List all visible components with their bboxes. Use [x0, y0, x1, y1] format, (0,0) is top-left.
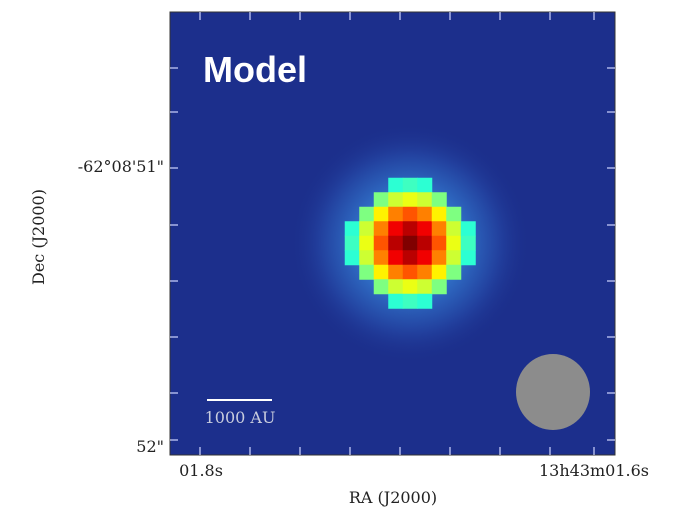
pixel [388, 178, 403, 193]
pixel [388, 221, 403, 236]
pixel [403, 221, 418, 236]
scale-bar-label: 1000 AU [205, 408, 276, 427]
pixel [432, 250, 447, 265]
pixel [388, 250, 403, 265]
pixel [417, 178, 432, 193]
pixel [388, 192, 403, 207]
y-tick-label: 52" [136, 437, 164, 456]
pixel [446, 207, 461, 222]
pixel [403, 265, 418, 280]
pixel [432, 236, 447, 251]
pixel [359, 265, 374, 280]
pixel [388, 236, 403, 251]
pixel [417, 236, 432, 251]
pixel [417, 294, 432, 309]
pixel [461, 250, 476, 265]
pixel [446, 236, 461, 251]
pixel [446, 221, 461, 236]
x-axis-label: RA (J2000) [349, 488, 437, 507]
pixel [417, 221, 432, 236]
pixel [345, 221, 360, 236]
pixel [359, 221, 374, 236]
pixel [374, 265, 389, 280]
beam [516, 354, 590, 430]
pixel [417, 250, 432, 265]
pixel [403, 294, 418, 309]
pixel [461, 221, 476, 236]
y-axis-label: Dec (J2000) [29, 189, 48, 285]
pixel [345, 250, 360, 265]
pixel [403, 207, 418, 222]
pixel [403, 250, 418, 265]
pixel [432, 265, 447, 280]
pixel [388, 294, 403, 309]
pixel [345, 236, 360, 251]
pixel [432, 279, 447, 294]
figure: Model 1000 AU -62°08'51" 52" 01.8s 13h43… [0, 0, 673, 513]
pixel [388, 265, 403, 280]
pixel [446, 265, 461, 280]
pixel [403, 192, 418, 207]
pixel [432, 192, 447, 207]
pixel [417, 192, 432, 207]
pixel [359, 250, 374, 265]
pixel [359, 207, 374, 222]
pixel [374, 192, 389, 207]
pixel [417, 265, 432, 280]
model-image [290, 123, 530, 363]
pixel [374, 221, 389, 236]
pixel [403, 279, 418, 294]
y-tick-label: -62°08'51" [78, 157, 164, 176]
pixel [388, 279, 403, 294]
pixel [374, 207, 389, 222]
page: {"panel_label": "Model", "y_axis": {"lab… [0, 0, 673, 513]
pixel [374, 236, 389, 251]
pixel [417, 279, 432, 294]
pixel [446, 250, 461, 265]
pixel [417, 207, 432, 222]
pixel [461, 236, 476, 251]
pixel [432, 221, 447, 236]
x-tick-label: 13h43m01.6s [539, 461, 649, 480]
pixel [359, 236, 374, 251]
pixel [403, 236, 418, 251]
panel-label: Model [203, 49, 307, 90]
pixel [432, 207, 447, 222]
pixel [403, 178, 418, 193]
pixel [374, 279, 389, 294]
pixel [388, 207, 403, 222]
pixel [374, 250, 389, 265]
x-tick-label: 01.8s [179, 461, 223, 480]
